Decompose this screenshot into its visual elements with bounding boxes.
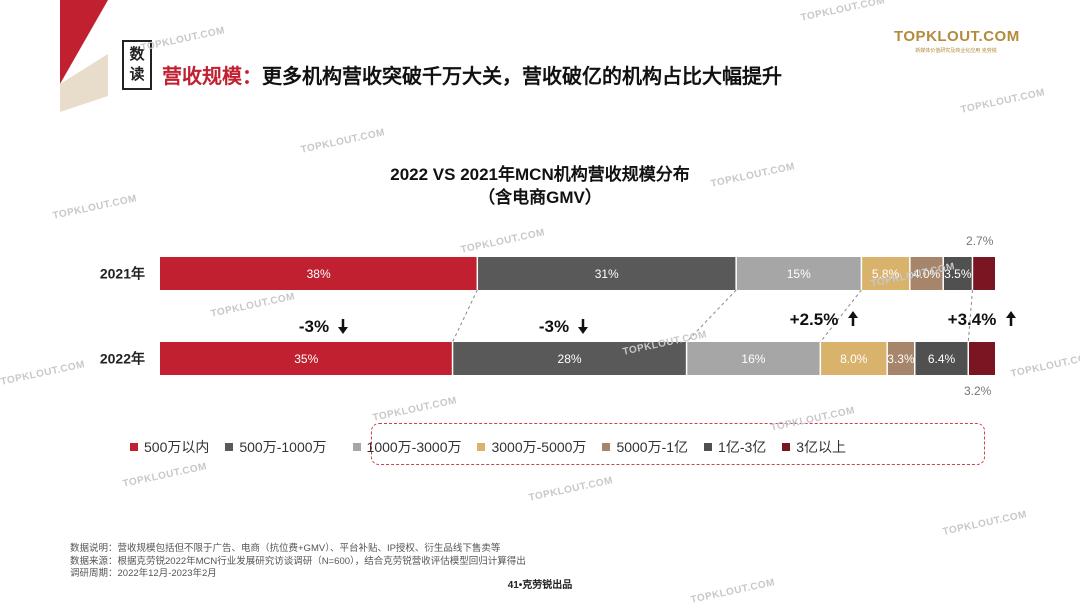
footnotes: 数据说明：营收规模包括但不限于广告、电商（抗位费+GMV）、平台补贴、IP授权、…	[70, 543, 526, 581]
bar-segment	[909, 257, 944, 290]
data-label: 2.7%	[966, 234, 994, 248]
data-label: 8.0%	[840, 352, 868, 366]
arrow-up-icon	[1006, 311, 1016, 318]
connector-line	[967, 289, 973, 343]
data-label: 3.5%	[944, 267, 972, 281]
watermark: TOPKLOUT.COM	[121, 461, 209, 490]
tag-char-1: 数	[129, 46, 145, 63]
legend-label: 5000万-1亿	[616, 439, 689, 455]
change-annotation: +2.5%	[790, 310, 839, 329]
data-label: 28%	[558, 352, 582, 366]
bar-segment	[160, 257, 478, 290]
legend-highlight-box	[371, 423, 985, 465]
change-annotation: -3%	[539, 317, 569, 336]
bar-segment	[736, 257, 862, 290]
data-label: 6.4%	[928, 352, 956, 366]
legend-label: 1000万-3000万	[366, 439, 462, 455]
data-label: 15%	[787, 267, 811, 281]
data-label: 35%	[294, 352, 318, 366]
data-label: 3.2%	[964, 384, 992, 398]
watermark: TOPKLOUT.COM	[941, 509, 1029, 538]
corner-decoration	[60, 0, 108, 112]
bar-segment	[861, 257, 910, 290]
legend-item: 3亿以上	[782, 437, 846, 457]
bar-segment	[160, 342, 453, 375]
category-label: 2022年	[100, 351, 145, 367]
page-number: 41•克劳锐出品	[507, 580, 573, 591]
legend-item: 1000万-3000万	[352, 437, 462, 457]
bar-segment	[452, 342, 687, 375]
connector-line	[819, 289, 862, 343]
legend-label: 1亿-3亿	[718, 439, 767, 455]
page-headline: 营收规模：更多机构营收突破千万大关，营收破亿的机构占比大幅提升	[162, 60, 782, 89]
data-label: 31%	[595, 267, 619, 281]
logo-subtitle: 新媒体价值研究及商业化应用 克劳锐	[915, 48, 997, 54]
data-label: 38%	[307, 267, 331, 281]
legend-item: 3000万-5000万	[477, 437, 586, 457]
legend-swatch	[602, 443, 611, 451]
section-tag: 数 读	[122, 40, 152, 90]
tag-char-2: 读	[129, 66, 145, 83]
headline-highlight: 营收规模：	[162, 66, 262, 88]
bar-segment	[820, 342, 888, 375]
legend-swatch	[130, 443, 138, 451]
bar-segment	[686, 342, 821, 375]
category-label: 2021年	[100, 266, 145, 282]
legend-swatch	[225, 443, 234, 451]
chart-subtitle: （含电商GMV）	[478, 188, 602, 207]
legend-swatch	[352, 443, 361, 451]
footnote-data-source: 数据来源：根据克劳锐2022年MCN行业发展研究访谈调研（N=600），结合克劳…	[70, 555, 526, 567]
data-label: 4.0%	[913, 267, 941, 281]
change-annotation: -3%	[299, 317, 329, 336]
bar-segment	[943, 257, 973, 290]
footnote-survey-period: 调研周期：2022年12月-2023年2月	[70, 568, 217, 579]
data-label: 16%	[741, 352, 765, 366]
arrow-down-icon	[578, 327, 588, 334]
change-annotation: +3.4%	[948, 310, 997, 329]
bar-segment	[972, 257, 995, 290]
data-label: 5.8%	[872, 267, 900, 281]
data-label: 3.3%	[887, 352, 915, 366]
bar-segment	[914, 342, 969, 375]
connector-line	[452, 289, 478, 343]
legend-item: 500万-1000万	[225, 437, 327, 457]
legend-item: 5000万-1亿	[602, 437, 688, 457]
legend-label: 3000万-5000万	[491, 439, 587, 455]
legend-label: 500万以内	[144, 439, 210, 455]
legend-item: 1亿-3亿	[704, 437, 766, 457]
legend-swatch	[477, 443, 486, 451]
logo-text: TOPKLOUT.COM	[894, 28, 1020, 45]
headline-text: 更多机构营收突破千万大关，营收破亿的机构占比大幅提升	[262, 66, 782, 88]
footnote-data-note: 数据说明：营收规模包括但不限于广告、电商（抗位费+GMV）、平台补贴、IP授权、…	[70, 543, 501, 554]
legend-label: 3亿以上	[796, 439, 847, 455]
stacked-bar-chart: 2021年 38% 31% 15% 5.8% 4.0% 3.5% 2.7% 2022年 35% 28…	[100, 234, 1016, 398]
legend-label: 500万-1000万	[239, 439, 327, 455]
bar-segment	[477, 257, 737, 290]
legend-item: 500万以内	[130, 437, 209, 457]
bar-segment	[887, 342, 915, 375]
arrow-up-icon	[848, 311, 858, 318]
chart-title: 2022 VS 2021年MCN机构营收规模分布	[390, 165, 690, 184]
bar-segment	[968, 342, 995, 375]
brand-logo: TOPKLOUT.COM 新媒体价值研究及商业化应用 克劳锐	[894, 28, 1020, 54]
arrow-down-icon	[338, 327, 348, 334]
watermark: TOPKLOUT.COM	[527, 475, 615, 504]
chart-legend: 500万以内 500万-1000万 1000万-3000万 3000万-5000万 50…	[130, 432, 862, 462]
legend-swatch	[782, 443, 791, 451]
legend-swatch	[704, 443, 713, 451]
